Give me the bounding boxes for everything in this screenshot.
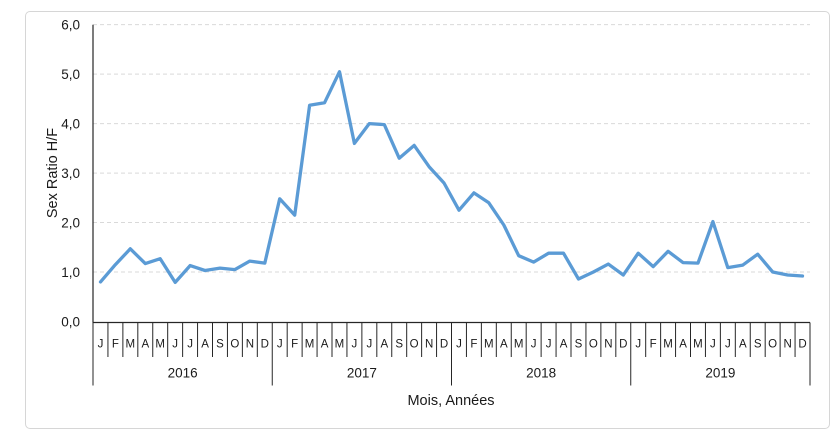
y-tick-label: 6,0 (61, 17, 80, 32)
month-label: D (440, 339, 448, 351)
month-label: J (546, 339, 552, 351)
year-label: 2017 (347, 366, 377, 381)
y-tick-label: 2,0 (61, 215, 80, 230)
month-label: A (201, 339, 209, 351)
month-label: N (246, 339, 254, 351)
year-axis-row: 2016 2017 2018 2019 (92, 322, 811, 386)
month-label: A (679, 339, 687, 351)
y-tick-label: 5,0 (61, 67, 80, 82)
month-label: D (261, 339, 269, 351)
month-label: J (277, 339, 283, 351)
month-label: S (575, 339, 583, 351)
month-label: M (484, 339, 494, 351)
year-label: 2019 (705, 366, 735, 381)
month-label: J (456, 339, 462, 351)
year-label: 2016 (168, 366, 198, 381)
month-label: S (754, 339, 762, 351)
month-label: D (619, 339, 627, 351)
month-label: J (187, 339, 193, 351)
month-label: N (604, 339, 612, 351)
x-axis-title: Mois, Années (407, 393, 494, 409)
month-label: J (98, 339, 104, 351)
month-label: F (650, 339, 657, 351)
month-label: N (425, 339, 433, 351)
month-label: O (410, 339, 419, 351)
month-label: J (635, 339, 641, 351)
month-label: F (470, 339, 477, 351)
month-label: J (725, 339, 731, 351)
y-tick-label: 1,0 (61, 265, 80, 280)
month-label: J (710, 339, 716, 351)
y-tick-label: 0,0 (61, 314, 80, 329)
month-label: M (663, 339, 673, 351)
y-axis-title: Sex Ratio H/F (45, 128, 61, 218)
axes (92, 24, 810, 324)
month-label: M (155, 339, 165, 351)
month-label: M (126, 339, 136, 351)
month-label: M (335, 339, 345, 351)
month-label: A (380, 339, 388, 351)
month-label: J (352, 339, 358, 351)
month-label: A (321, 339, 329, 351)
month-label: M (305, 339, 315, 351)
month-label: J (172, 339, 178, 351)
month-label: F (291, 339, 298, 351)
chart-frame (25, 11, 830, 429)
y-tick-labels: 0,0 1,0 2,0 3,0 4,0 5,0 6,0 (61, 17, 80, 329)
month-label: A (141, 339, 149, 351)
sex-ratio-line (98, 70, 805, 285)
month-label: F (112, 339, 119, 351)
month-label: J (366, 339, 372, 351)
y-tick-label: 4,0 (61, 116, 80, 131)
month-label: J (531, 339, 537, 351)
month-label: M (514, 339, 524, 351)
month-label: D (798, 339, 806, 351)
month-label: O (768, 339, 777, 351)
month-label: S (216, 339, 224, 351)
gridlines (93, 24, 810, 273)
y-tick-label: 3,0 (61, 166, 80, 181)
year-label: 2018 (526, 366, 556, 381)
month-label: M (693, 339, 703, 351)
month-label: O (589, 339, 598, 351)
month-label: A (500, 339, 508, 351)
month-label: S (395, 339, 403, 351)
month-label: A (739, 339, 747, 351)
month-label: A (560, 339, 568, 351)
series-lines (98, 70, 805, 285)
month-label: N (783, 339, 791, 351)
month-label: O (230, 339, 239, 351)
